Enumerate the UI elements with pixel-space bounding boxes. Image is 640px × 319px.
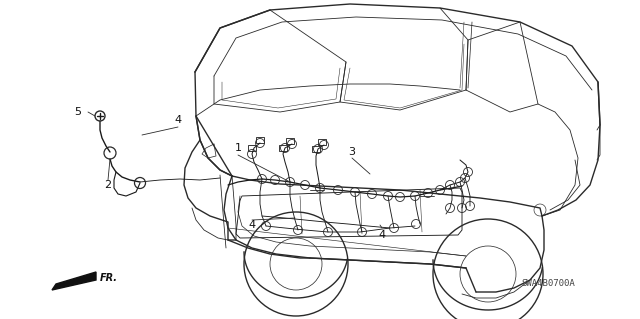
Bar [279, 145, 287, 151]
Text: 5: 5 [74, 107, 81, 117]
Text: 2: 2 [104, 180, 111, 190]
Text: FR.: FR. [100, 273, 118, 283]
Bar [318, 139, 326, 145]
Text: 3: 3 [349, 147, 355, 157]
Text: 4: 4 [175, 115, 182, 125]
Text: 1: 1 [234, 143, 241, 153]
Text: SWA4B0700A: SWA4B0700A [521, 279, 575, 288]
Polygon shape [52, 272, 96, 290]
Text: 4: 4 [378, 230, 385, 240]
Bar [248, 145, 256, 151]
Bar [312, 146, 320, 152]
Text: 4: 4 [248, 220, 255, 230]
Bar [256, 137, 264, 143]
Bar [286, 138, 294, 144]
